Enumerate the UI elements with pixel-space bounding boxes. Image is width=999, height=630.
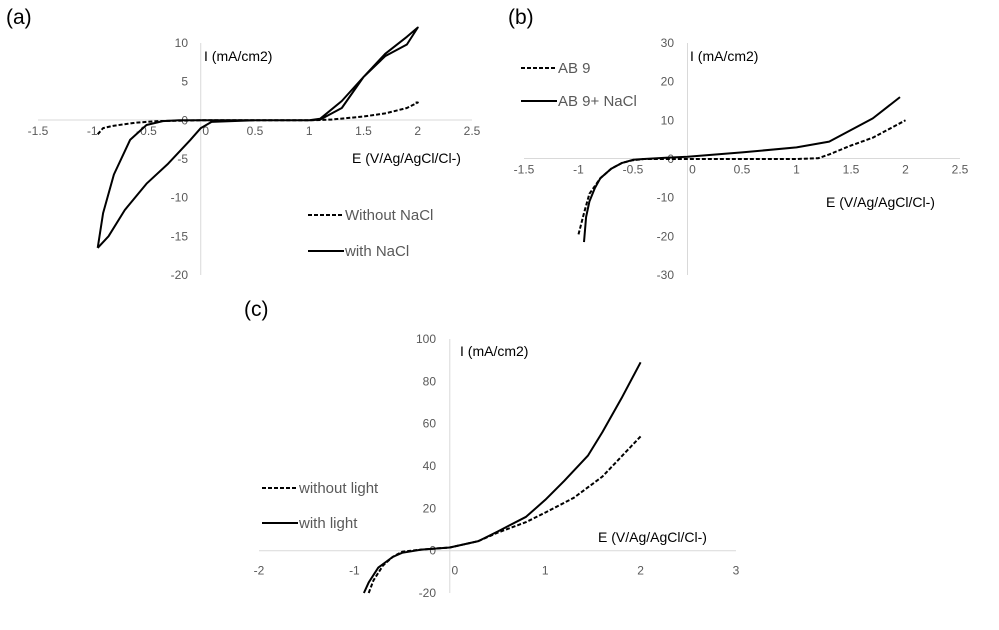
legend-label: AB 9+ NaCl: [558, 93, 637, 110]
y-tick-label: -15: [171, 229, 189, 243]
x-tick-label: 2: [902, 163, 909, 177]
x-tick-label: -0.5: [623, 163, 644, 177]
y-tick-label: -20: [657, 229, 675, 243]
x-tick-label: 1.5: [355, 124, 372, 138]
legend-label: with NaCl: [344, 243, 409, 260]
chart-c: -2 -1 0 1 2 3 100 80 60 40 20 0 -20 I (mA/cm2) E (V/Ag…: [254, 332, 740, 600]
x-tick-label: 0: [451, 564, 458, 578]
y-tick-label: -10: [657, 191, 675, 205]
legend-label: AB 9: [558, 60, 591, 77]
x-tick-label: 2: [637, 564, 644, 578]
y-tick-label: 80: [423, 374, 437, 388]
chart-b: -1.5 -1 -0.5 0 0.5 1 1.5 2 2.5 30 20 10 0 -10 -20 -30 I …: [514, 36, 969, 282]
x-tick-label: 2: [414, 124, 421, 138]
x-tick-label: 0: [689, 163, 696, 177]
series-line-dashed: [367, 435, 642, 594]
series-line-solid: [96, 26, 419, 249]
x-tick-label: -1: [349, 564, 360, 578]
legend-label: without light: [298, 480, 379, 497]
x-axis-title: E (V/Ag/AgCl/Cl-): [598, 529, 707, 545]
x-tick-label: 0.5: [247, 124, 264, 138]
series-line-dashed: [577, 119, 906, 235]
series-line-solid: [362, 361, 642, 594]
y-tick-label: -30: [657, 268, 675, 282]
y-tick-label: 20: [423, 501, 437, 515]
y-tick-label: 100: [416, 332, 436, 346]
x-tick-label: 1.5: [843, 163, 860, 177]
y-tick-label: 10: [175, 36, 189, 50]
x-tick-label: -0.5: [136, 124, 157, 138]
y-tick-label: 30: [661, 36, 675, 50]
y-tick-label: -20: [419, 586, 437, 600]
y-axis-title: I (mA/cm2): [204, 48, 272, 64]
x-tick-label: 3: [733, 564, 740, 578]
y-tick-label: -5: [177, 152, 188, 166]
y-tick-label: 60: [423, 417, 437, 431]
y-tick-label: 40: [423, 459, 437, 473]
panel-label-b: (b): [508, 6, 534, 29]
x-tick-label: -1: [87, 124, 98, 138]
x-tick-label: -1.5: [514, 163, 535, 177]
x-tick-label: 1: [793, 163, 800, 177]
y-tick-label: 0: [429, 544, 436, 558]
legend-label: with light: [298, 515, 358, 532]
x-tick-label: -1: [573, 163, 584, 177]
x-tick-label: 2.5: [952, 163, 969, 177]
x-tick-label: 0: [202, 124, 209, 138]
y-tick-label: 10: [661, 113, 675, 127]
x-axis-title: E (V/Ag/AgCl/Cl-): [826, 194, 935, 210]
y-tick-label: 20: [661, 75, 675, 89]
legend-label: Without NaCl: [345, 207, 433, 224]
series-line-dashed: [96, 101, 419, 135]
y-tick-label: 0: [667, 152, 674, 166]
series-line-solid: [583, 96, 901, 243]
y-axis-title: I (mA/cm2): [460, 343, 528, 359]
x-tick-label: -2: [254, 564, 265, 578]
x-tick-label: 2.5: [464, 124, 481, 138]
x-tick-label: -1.5: [28, 124, 49, 138]
y-tick-label: 5: [181, 75, 188, 89]
panel-label-a: (a): [6, 6, 32, 29]
y-axis-title: I (mA/cm2): [690, 48, 758, 64]
x-axis-title: E (V/Ag/AgCl/Cl-): [352, 150, 461, 166]
x-tick-label: 1: [306, 124, 313, 138]
x-tick-label: 1: [542, 564, 549, 578]
panel-label-c: (c): [244, 298, 269, 321]
x-tick-label: 0.5: [734, 163, 751, 177]
y-tick-label: -10: [171, 191, 189, 205]
y-tick-label: -20: [171, 268, 189, 282]
